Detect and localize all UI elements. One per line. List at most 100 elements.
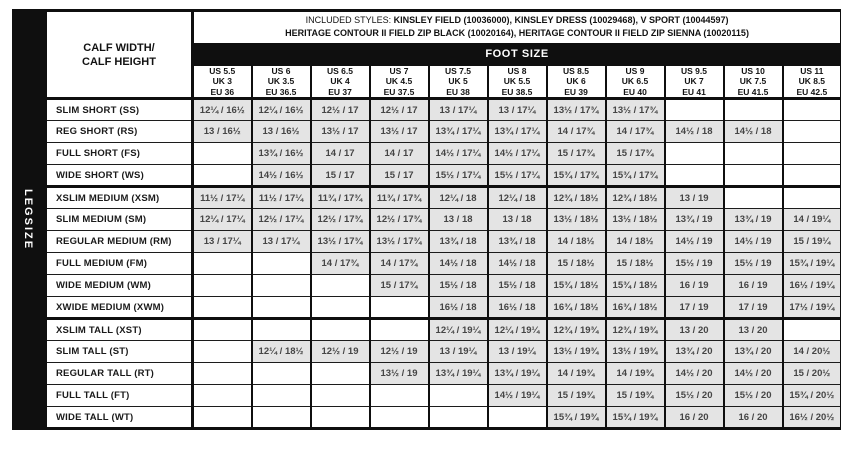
size-cell-empty: [191, 406, 252, 429]
size-cell: 14½ / 20: [722, 362, 783, 385]
size-cell: 15½ / 19: [663, 252, 724, 275]
size-cell-empty: [191, 362, 252, 385]
size-cell-empty: [781, 120, 841, 143]
size-cell-empty: [722, 97, 783, 121]
size-chart-sheet: LEGSIZE CALF WIDTH/ CALF HEIGHT INCLUDED…: [12, 9, 841, 430]
size-cell: 16¾ / 18½: [604, 296, 665, 319]
size-cell-empty: [191, 142, 252, 165]
row-label: SLIM TALL (ST): [45, 340, 194, 363]
uk-size-label: UK 4.5: [385, 76, 413, 86]
us-size-label: US 7.5: [445, 65, 471, 76]
size-cell: 15 / 19¾: [545, 384, 606, 407]
size-cell: 13¾ / 17¼: [486, 120, 547, 143]
size-cell-empty: [722, 185, 783, 209]
size-cell: 15¾ / 20½: [781, 384, 841, 407]
eu-size-label: EU 37: [328, 86, 352, 97]
size-cell: 13¾ / 20: [722, 340, 783, 363]
us-size-label: US 8.5: [563, 65, 589, 76]
size-cell-empty: [309, 317, 370, 341]
size-cell: 15 / 17: [309, 164, 370, 187]
row-label: WIDE TALL (WT): [45, 406, 194, 429]
size-cell: 16¾ / 18½: [545, 296, 606, 319]
table-header-section: CALF WIDTH/ CALF HEIGHT INCLUDED STYLES:…: [45, 10, 841, 100]
uk-size-label: UK 7: [684, 76, 704, 86]
size-cell: 13¾ / 19¼: [486, 362, 547, 385]
size-cell-empty: [427, 384, 488, 407]
size-cell: 14½ / 19¼: [486, 384, 547, 407]
size-cell: 11¾ / 17¾: [309, 185, 370, 209]
us-size-label: US 6.5: [327, 65, 353, 76]
size-cell: 14 / 19¾: [545, 362, 606, 385]
size-cell: 15¾ / 19¾: [545, 406, 606, 429]
row-label: FULL TALL (FT): [45, 384, 194, 407]
row-label: SLIM SHORT (SS): [45, 97, 194, 121]
foot-size-col-us-9.5: US 9.5 UK 7 EU 41: [663, 63, 724, 99]
size-cell: 12¼ / 16½: [191, 97, 252, 121]
size-cell: 13½ / 19¾: [545, 340, 606, 363]
size-cell: 12¼ / 19¼: [427, 317, 488, 341]
size-cell-empty: [191, 340, 252, 363]
size-cell: 14½ / 19: [722, 230, 783, 253]
size-cell-empty: [191, 296, 252, 319]
size-cell: 15 / 18½: [545, 252, 606, 275]
size-cell: 13 / 20: [722, 317, 783, 341]
size-cell: 13¾ / 19: [663, 208, 724, 231]
size-cell: 12½ / 19: [368, 340, 429, 363]
size-cell: 15¾ / 19¾: [604, 406, 665, 429]
us-size-label: US 7: [389, 65, 409, 76]
row-label: XWIDE MEDIUM (XWM): [45, 296, 194, 319]
size-cell: 14½ / 18: [663, 120, 724, 143]
size-cell-empty: [722, 142, 783, 165]
foot-size-col-us-5.5: US 5.5 UK 3 EU 36: [192, 63, 252, 99]
row-label: REGULAR TALL (RT): [45, 362, 194, 385]
size-cell-empty: [250, 274, 311, 297]
size-cell: 13 / 20: [663, 317, 724, 341]
size-cell: 14 / 19¾: [604, 362, 665, 385]
size-cell: 14 / 18½: [545, 230, 606, 253]
size-cell-empty: [368, 296, 429, 319]
size-cell: 12¼ / 18½: [250, 340, 311, 363]
size-cell: 13½ / 17: [309, 120, 370, 143]
size-cell: 14½ / 16½: [250, 164, 311, 187]
size-chart-table: CALF WIDTH/ CALF HEIGHT INCLUDED STYLES:…: [44, 9, 841, 430]
size-cell-empty: [250, 406, 311, 429]
size-cell: 15 / 17¾: [604, 142, 665, 165]
eu-size-label: EU 38.5: [501, 86, 533, 97]
table-row: SLIM SHORT (SS) 12¼ / 16½ 12¼ / 16½ 12½ / 1…: [45, 97, 841, 121]
row-label: REG SHORT (RS): [45, 120, 194, 143]
size-cell: 15 / 19¾: [604, 384, 665, 407]
size-cell-empty: [191, 252, 252, 275]
size-cell-empty: [250, 384, 311, 407]
size-cell: 12½ / 17¾: [368, 208, 429, 231]
size-cell-empty: [250, 252, 311, 275]
size-cell: 12¾ / 19¾: [545, 317, 606, 341]
eu-size-label: EU 38: [446, 86, 470, 97]
uk-size-label: UK 3.5: [267, 76, 295, 86]
size-cell: 13½ / 17¾: [604, 97, 665, 121]
size-cell: 15½ / 18: [486, 274, 547, 297]
table-row: REG SHORT (RS) 13 / 16½ 13 / 16½ 13½ / 17 13…: [45, 120, 841, 143]
legsize-axis-label: LEGSIZE: [22, 188, 34, 251]
size-cell: 15½ / 20: [722, 384, 783, 407]
size-cell: 13½ / 19: [368, 362, 429, 385]
uk-size-label: UK 6.5: [621, 76, 649, 86]
corner-header: CALF WIDTH/ CALF HEIGHT: [45, 10, 194, 100]
table-row: REGULAR TALL (RT) 13½ / 19 13¾ / 19¼ 13¾ / …: [45, 362, 841, 385]
table-row: REGULAR MEDIUM (RM) 13 / 17¼ 13 / 17¼ 13½ /…: [45, 230, 841, 253]
size-cell: 13 / 19: [663, 185, 724, 209]
size-cell: 13¾ / 18: [486, 230, 547, 253]
size-cell: 12¼ / 19¼: [486, 317, 547, 341]
uk-size-label: UK 6: [566, 76, 586, 86]
uk-size-label: UK 4: [330, 76, 350, 86]
included-styles-row: CALF WIDTH/ CALF HEIGHT INCLUDED STYLES:…: [45, 10, 841, 100]
size-cell: 14 / 17: [368, 142, 429, 165]
size-cell: 13 / 18: [427, 208, 488, 231]
size-cell: 13¾ / 16½: [250, 142, 311, 165]
size-cell: 13½ / 18½: [604, 208, 665, 231]
included-styles-header: INCLUDED STYLES: KINSLEY FIELD (10036000…: [192, 10, 841, 45]
size-cell-empty: [309, 362, 370, 385]
table-row: FULL MEDIUM (FM) 14 / 17¾ 14 / 17¾ 14½ / 18…: [45, 252, 841, 275]
table-row: FULL TALL (FT) 14½ / 19¼ 15 / 19¾ 15 / 19¾ 1…: [45, 384, 841, 407]
size-cell-empty: [781, 142, 841, 165]
size-cell: 14 / 17¾: [368, 252, 429, 275]
